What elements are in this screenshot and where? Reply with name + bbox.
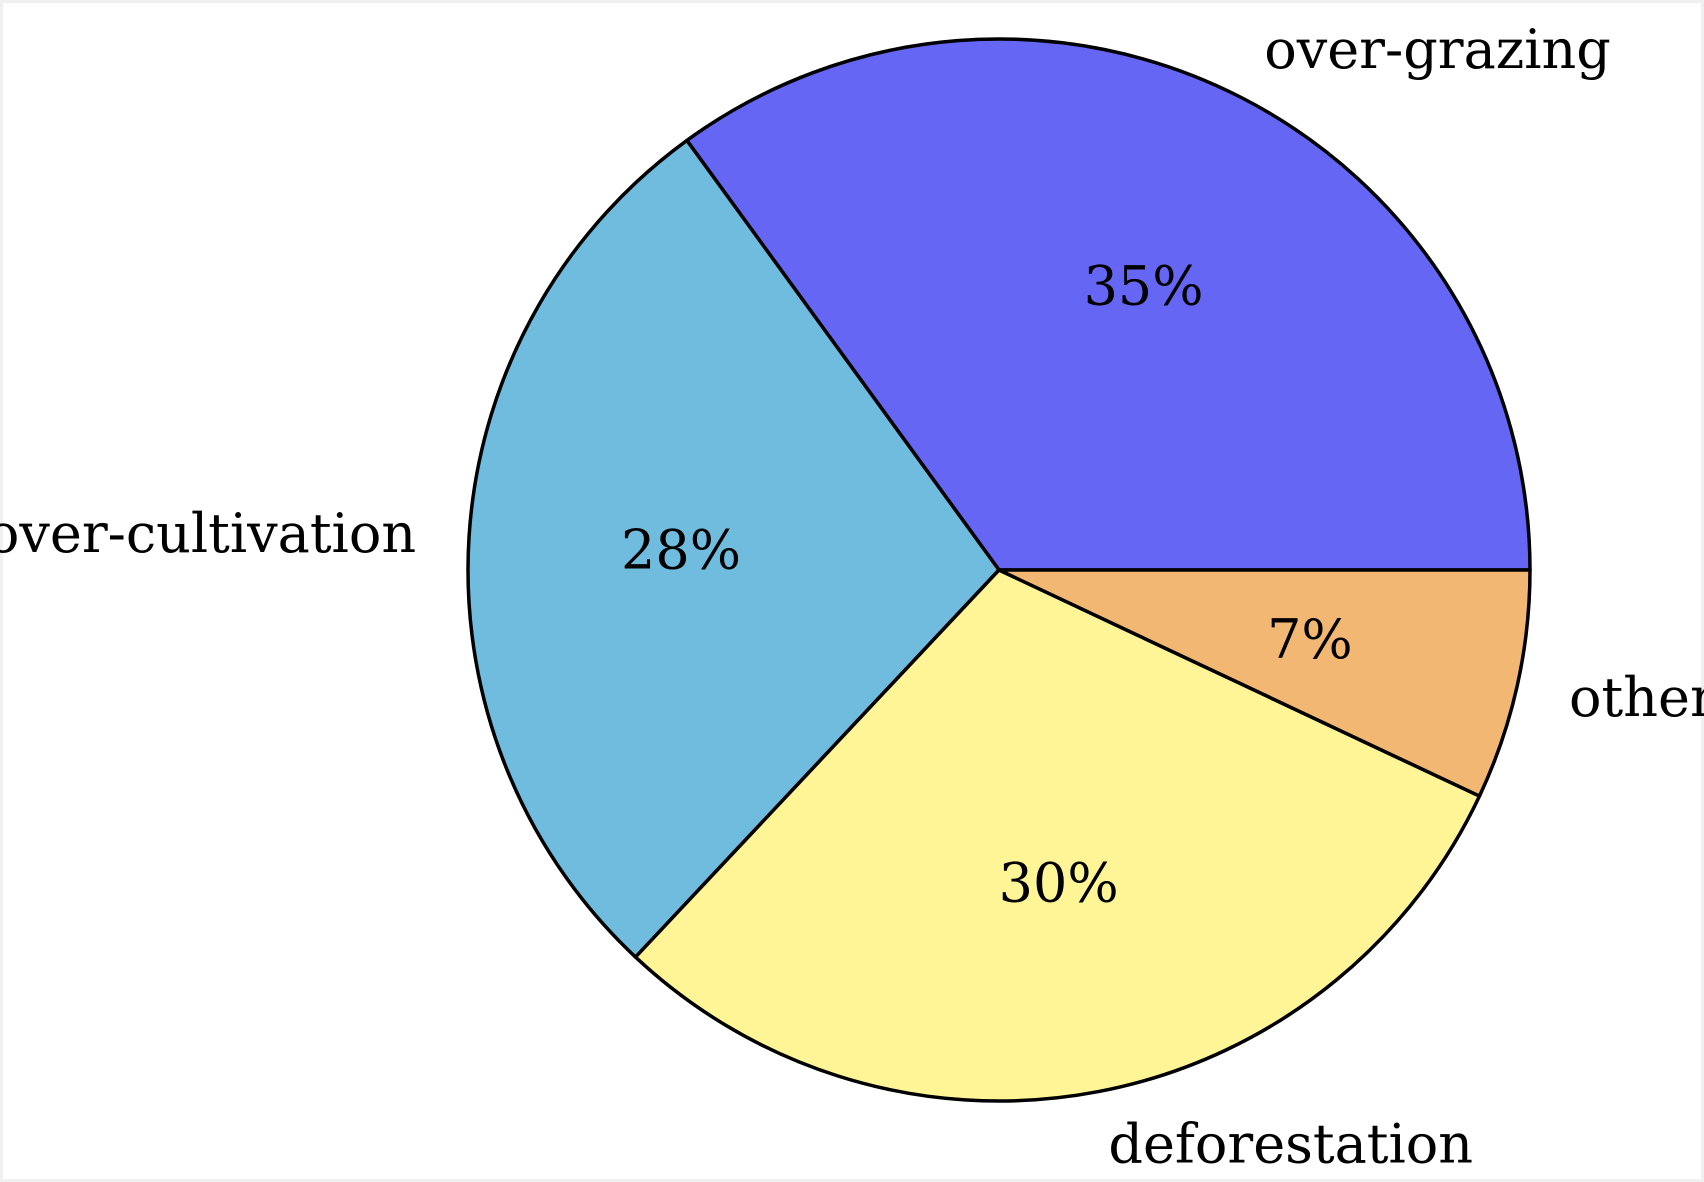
- value-label-other: 7%: [1267, 608, 1353, 671]
- value-label-over-grazing: 35%: [1084, 255, 1204, 318]
- slice-label-deforestation: deforestation: [1108, 1112, 1473, 1175]
- pie-labels: 35% over-grazing 28% over-cultivation 30% def…: [0, 18, 1704, 1175]
- value-label-over-cultivation: 28%: [621, 519, 741, 582]
- pie-slice-over-cultivation: [466, 138, 1001, 959]
- slice-label-over-grazing: over-grazing: [1264, 18, 1611, 81]
- slice-label-over-cultivation: over-cultivation: [0, 502, 416, 565]
- pie-slices: [466, 37, 1532, 1103]
- pie-slice-deforestation: [633, 568, 1482, 1103]
- slice-label-other: other: [1569, 666, 1704, 729]
- pie-slice-over-grazing: [685, 37, 1532, 572]
- value-label-deforestation: 30%: [999, 852, 1119, 915]
- pie-slice-other: [997, 568, 1532, 798]
